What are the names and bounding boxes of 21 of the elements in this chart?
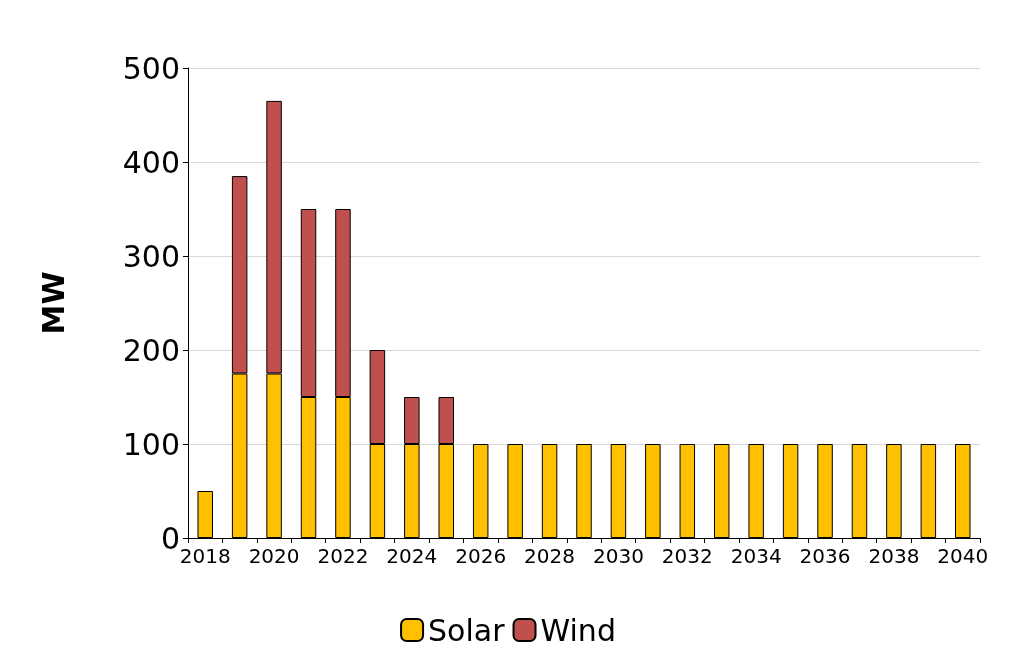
- x-tick-label: 2038: [868, 544, 920, 568]
- x-tick-label: 2028: [524, 544, 576, 568]
- x-tick-label: 2032: [661, 544, 713, 568]
- y-tick-label: 300: [122, 238, 180, 274]
- x-tick-label: 2030: [592, 544, 644, 568]
- x-tick-label: 2026: [455, 544, 507, 568]
- legend-label: Wind: [540, 612, 616, 648]
- x-tick-label: 2022: [317, 544, 369, 568]
- x-tick-label: 2040: [937, 544, 989, 568]
- x-tick-label: 2024: [386, 544, 438, 568]
- x-tick-label: 2034: [730, 544, 782, 568]
- y-tick-label: 100: [122, 426, 180, 462]
- legend-label: Solar: [428, 612, 506, 648]
- y-axis-title: MW: [35, 271, 71, 335]
- x-tick-label: 2020: [248, 544, 300, 568]
- y-tick-label: 0: [160, 520, 180, 556]
- x-tick-label: 2036: [799, 544, 851, 568]
- y-tick-label: 200: [122, 332, 180, 368]
- y-tick-label: 400: [122, 144, 180, 180]
- y-tick-label: 500: [122, 50, 180, 86]
- x-tick-label: 2018: [179, 544, 231, 568]
